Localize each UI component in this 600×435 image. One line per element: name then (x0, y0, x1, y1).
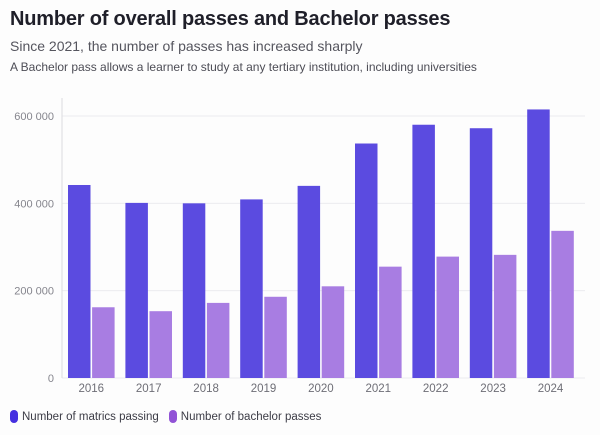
bar-bachelor-2024[interactable] (551, 230, 574, 378)
bar-matrics-2019[interactable] (240, 199, 263, 378)
bar-matrics-2024[interactable] (527, 109, 550, 378)
x-tick-label-2023: 2023 (480, 383, 506, 395)
x-tick-label-2020: 2020 (308, 383, 334, 395)
x-tick-label-2021: 2021 (366, 383, 392, 395)
y-tick-label-0: 0 (48, 373, 54, 385)
y-tick-label-600000: 600 000 (14, 111, 54, 123)
x-tick-label-2022: 2022 (423, 383, 449, 395)
bar-matrics-2016[interactable] (68, 184, 91, 378)
bar-bachelor-2018[interactable] (206, 302, 230, 378)
bar-bachelor-2023[interactable] (493, 254, 517, 378)
bar-chart-svg: 0 200 000 400 000 600 000 2016 2017 2018 2019 20… (14, 98, 585, 395)
legend-label-bachelor-passes: Number of bachelor passes (180, 410, 322, 423)
bar-bachelor-2016[interactable] (92, 307, 115, 378)
bar-bachelor-2020[interactable] (321, 286, 345, 378)
x-tick-label-2024: 2024 (538, 383, 564, 395)
bar-bachelor-2021[interactable] (379, 266, 402, 378)
bar-matrics-2022[interactable] (412, 124, 435, 378)
x-tick-label-2016: 2016 (79, 383, 105, 395)
bar-matrics-2018[interactable] (182, 203, 206, 378)
bar-matrics-2017[interactable] (125, 202, 148, 378)
chart-subtitle: Since 2021, the number of passes has inc… (10, 38, 363, 54)
x-tick-label-2017: 2017 (136, 383, 162, 395)
chart-legend: Number of matrics passing Number of bach… (10, 410, 321, 423)
x-tick-label-2019: 2019 (251, 383, 277, 395)
y-tick-label-400000: 400 000 (14, 198, 54, 210)
legend-label-matrics-passing: Number of matrics passing (22, 410, 159, 423)
legend-item-matrics-passing[interactable]: Number of matrics passing (10, 410, 159, 423)
bar-matrics-2021[interactable] (355, 143, 378, 378)
legend-swatch-bachelor-passes (168, 410, 177, 423)
y-tick-label-200000: 200 000 (14, 286, 54, 298)
bar-bachelor-2017[interactable] (149, 311, 173, 378)
chart-title: Number of overall passes and Bachelor pa… (10, 8, 451, 30)
legend-swatch-matrics-passing (10, 410, 18, 423)
bar-bachelor-2022[interactable] (436, 256, 460, 378)
bar-bachelor-2019[interactable] (264, 296, 287, 378)
legend-item-bachelor-passes[interactable]: Number of bachelor passes (168, 410, 322, 423)
bar-chart-plot-area: 0 200 000 400 000 600 000 2016 2017 2018 2019 20… (0, 90, 600, 400)
chart-description: A Bachelor pass allows a learner to stud… (10, 60, 477, 74)
x-tick-label-2018: 2018 (193, 383, 219, 395)
bar-matrics-2023[interactable] (469, 128, 493, 378)
bar-matrics-2020[interactable] (297, 185, 321, 378)
